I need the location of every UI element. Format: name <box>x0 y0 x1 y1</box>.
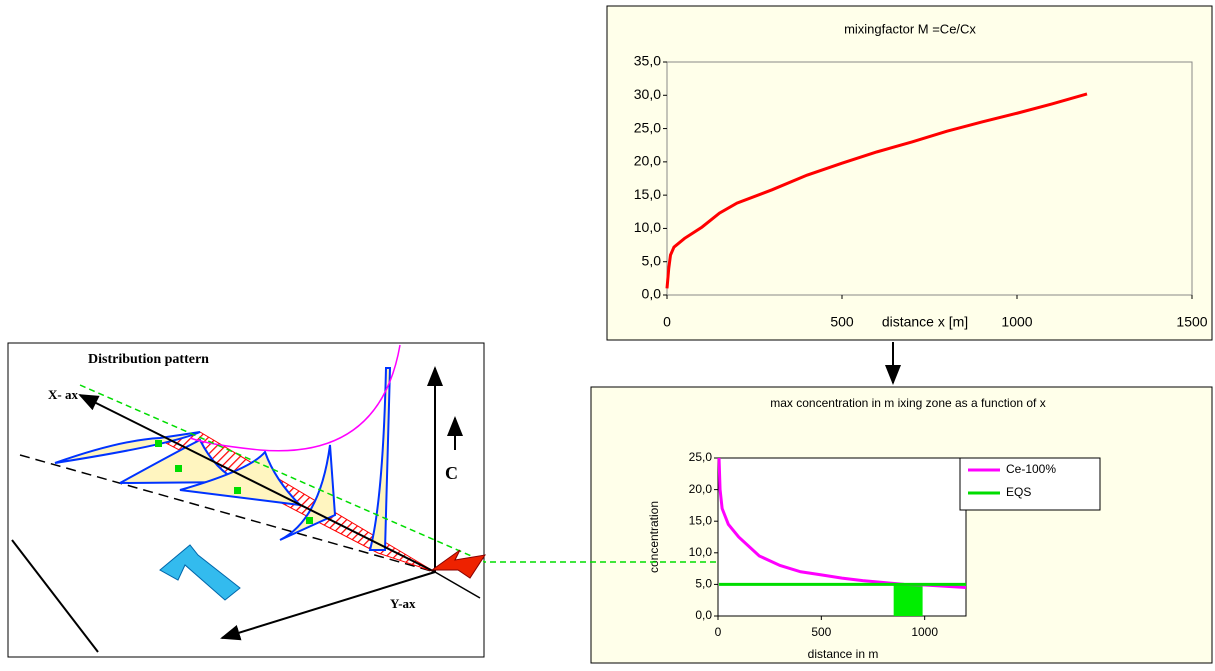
chart-title: mixingfactor M =Ce/Cx <box>844 21 976 36</box>
legend-label: EQS <box>1006 485 1031 499</box>
highlight <box>893 584 923 616</box>
data-line <box>665 92 1088 289</box>
x-tick-label: 1000 <box>911 625 938 639</box>
x-tick-label: 1000 <box>1001 314 1032 330</box>
diagram: Distribution pattern X- ax Y-ax C <box>7 342 487 658</box>
y-tick-label: 35,0 <box>634 53 661 69</box>
profile <box>368 367 392 551</box>
axis-line <box>434 571 481 599</box>
point <box>306 517 313 524</box>
y-axis-label: concentration <box>647 501 661 573</box>
profile <box>179 450 303 507</box>
y-tick-label: 25,0 <box>689 450 713 464</box>
chart-title: max concentration in m ixing zone as a f… <box>770 396 1045 410</box>
c-label: C <box>445 463 458 483</box>
envelope-curve <box>189 344 401 452</box>
y-tick-label: 15,0 <box>689 513 713 527</box>
eqs-line <box>79 384 486 563</box>
diagram-title: Distribution pattern <box>88 352 209 367</box>
x-tick-label: 500 <box>811 625 831 639</box>
plot-area <box>666 61 1193 296</box>
x-axis-arrow <box>78 394 436 573</box>
dashed-line <box>19 454 436 573</box>
y-axis-label: Y-ax <box>390 596 416 611</box>
x-axis-label: distance x [m] <box>882 314 968 330</box>
bank-line <box>11 539 99 653</box>
point <box>234 487 241 494</box>
y-tick-label: 20,0 <box>634 153 661 169</box>
profile <box>54 431 201 464</box>
y-tick-label: 15,0 <box>634 186 661 202</box>
legend-box <box>959 457 1101 511</box>
legend-label: Ce-100% <box>1006 462 1056 476</box>
y-tick-label: 10,0 <box>689 545 713 559</box>
x-tick-label: 0 <box>715 625 722 639</box>
y-tick-label: 10,0 <box>634 219 661 235</box>
flow-arrow <box>159 544 241 601</box>
discharge-arrow <box>430 549 487 579</box>
y-tick-label: 5,0 <box>642 252 662 268</box>
plot-area <box>717 457 967 617</box>
y-tick-label: 0,0 <box>642 286 662 302</box>
x-axis-label: distance in m <box>808 647 879 661</box>
x-tick-label: 500 <box>830 314 854 330</box>
y-tick-label: 5,0 <box>695 577 712 591</box>
x-axis-label: X- ax <box>48 387 78 402</box>
y-axis-arrow <box>220 571 436 641</box>
x-tick-label: 0 <box>663 314 671 330</box>
x-tick-label: 1500 <box>1176 314 1207 330</box>
y-tick-label: 30,0 <box>634 86 661 102</box>
point <box>155 440 162 447</box>
y-tick-label: 0,0 <box>695 608 712 622</box>
point <box>175 465 182 472</box>
y-tick-label: 20,0 <box>689 482 713 496</box>
y-tick-label: 25,0 <box>634 119 661 135</box>
